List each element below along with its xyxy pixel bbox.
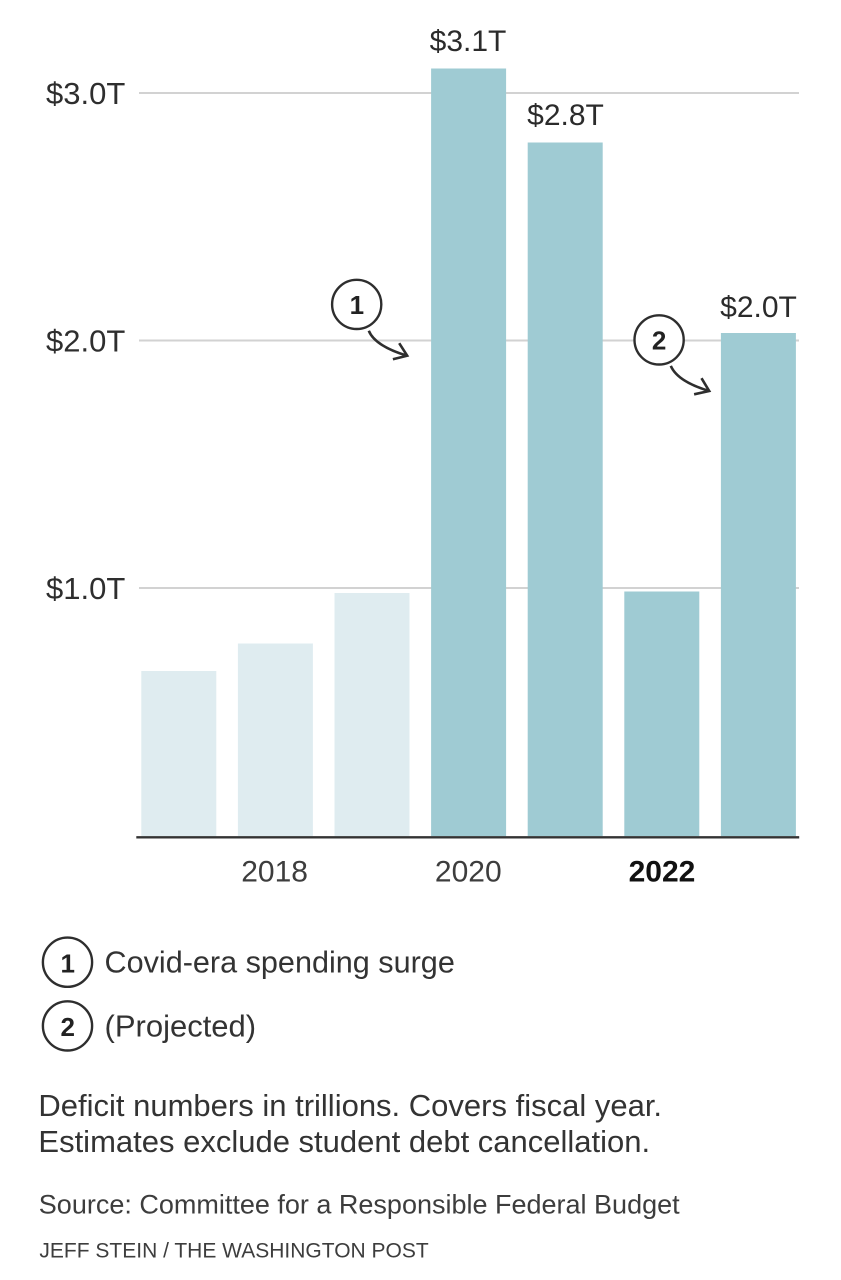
svg-text:2020: 2020 (435, 856, 502, 889)
svg-text:Covid-era spending surge: Covid-era spending surge (105, 945, 455, 979)
svg-text:1: 1 (60, 948, 74, 978)
svg-text:2022: 2022 (629, 856, 696, 889)
svg-text:Deficit numbers in trillions.: Deficit numbers in trillions. Covers fis… (38, 1088, 662, 1123)
svg-text:2018: 2018 (241, 856, 308, 889)
svg-text:2: 2 (60, 1012, 74, 1042)
svg-text:$3.0T: $3.0T (46, 76, 125, 111)
svg-text:$2.0T: $2.0T (46, 323, 125, 358)
svg-text:$2.8T: $2.8T (527, 99, 604, 132)
svg-text:$3.1T: $3.1T (430, 25, 507, 58)
svg-text:2: 2 (652, 325, 666, 355)
svg-text:(Projected): (Projected) (105, 1008, 257, 1043)
svg-text:Estimates exclude student debt: Estimates exclude student debt cancellat… (38, 1124, 650, 1159)
svg-text:1: 1 (350, 290, 364, 320)
svg-text:JEFF STEIN / THE WASHINGTON PO: JEFF STEIN / THE WASHINGTON POST (39, 1239, 428, 1262)
svg-text:$1.0T: $1.0T (46, 571, 125, 606)
svg-text:$2.0T: $2.0T (720, 291, 797, 324)
svg-text:Source: Committee for a Respon: Source: Committee for a Responsible Fede… (39, 1190, 680, 1220)
